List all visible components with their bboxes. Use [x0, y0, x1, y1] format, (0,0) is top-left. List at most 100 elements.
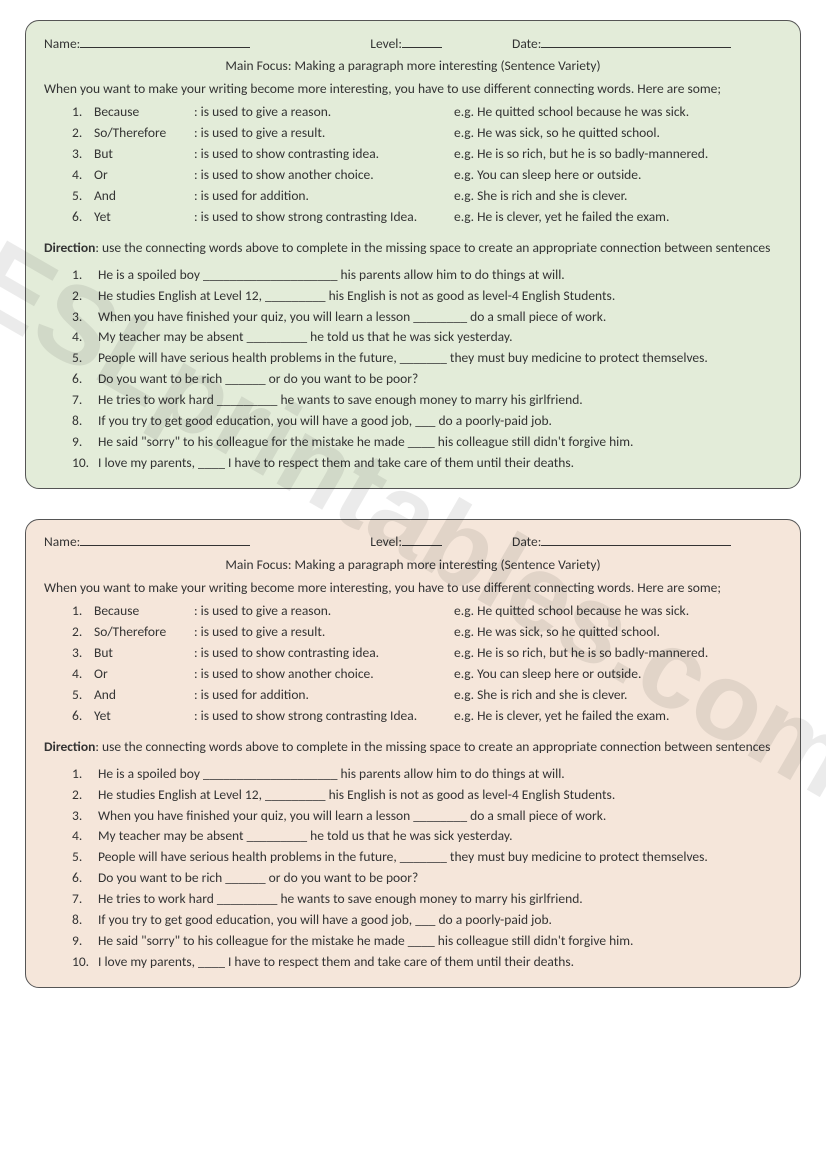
def-word: So/Therefore: [94, 123, 194, 144]
def-example: e.g. You can sleep here or outside.: [454, 165, 782, 186]
name-blank[interactable]: [80, 532, 250, 547]
def-desc: : is used for addition.: [194, 186, 454, 207]
exercise-row: 8.If you try to get good education, you …: [72, 411, 782, 432]
definition-row: 6.Yet: is used to show strong contrastin…: [72, 207, 782, 228]
exercise-row: 1.He is a spoiled boy __________________…: [72, 764, 782, 785]
date-label: Date:: [512, 532, 541, 553]
definition-row: 3.But: is used to show contrasting idea.…: [72, 144, 782, 165]
def-num: 2.: [72, 123, 94, 144]
date-field: Date:: [512, 532, 731, 553]
ex-num: 3.: [72, 806, 98, 827]
level-blank[interactable]: [402, 532, 442, 547]
direction-body: : use the connecting words above to comp…: [95, 738, 770, 755]
exercise-row: 10.I love my parents, ____ I have to res…: [72, 952, 782, 973]
ex-text: People will have serious health problems…: [98, 348, 782, 369]
def-num: 3.: [72, 144, 94, 165]
def-num: 3.: [72, 643, 94, 664]
ex-text: He studies English at Level 12, ________…: [98, 785, 782, 806]
ex-num: 9.: [72, 432, 98, 453]
ex-num: 2.: [72, 286, 98, 307]
ex-num: 5.: [72, 348, 98, 369]
exercise-row: 4.My teacher may be absent _________ he …: [72, 826, 782, 847]
ex-num: 3.: [72, 307, 98, 328]
exercise-row: 6.Do you want to be rich ______ or do yo…: [72, 868, 782, 889]
def-example: e.g. He is clever, yet he failed the exa…: [454, 706, 782, 727]
name-blank[interactable]: [80, 33, 250, 48]
exercise-row: 9.He said "sorry" to his colleague for t…: [72, 432, 782, 453]
level-blank[interactable]: [402, 33, 442, 48]
definition-row: 4.Or: is used to show another choice.e.g…: [72, 165, 782, 186]
ex-text: People will have serious health problems…: [98, 847, 782, 868]
name-field: Name:: [44, 532, 250, 553]
ex-text: He is a spoiled boy ____________________…: [98, 764, 782, 785]
definition-row: 4.Or: is used to show another choice.e.g…: [72, 664, 782, 685]
def-word: But: [94, 643, 194, 664]
level-field: Level:: [370, 33, 442, 54]
ex-num: 4.: [72, 826, 98, 847]
def-desc: : is used to give a result.: [194, 622, 454, 643]
intro-text: When you want to make your writing becom…: [44, 578, 782, 599]
ex-num: 6.: [72, 369, 98, 390]
def-example: e.g. She is rich and she is clever.: [454, 186, 782, 207]
ex-text: He tries to work hard _________ he wants…: [98, 390, 782, 411]
worksheet-card: Name: Level: Date: Main Focus: Making a …: [25, 20, 801, 489]
ex-text: If you try to get good education, you wi…: [98, 411, 782, 432]
def-word: Because: [94, 601, 194, 622]
ex-num: 2.: [72, 785, 98, 806]
definition-row: 1.Because: is used to give a reason.e.g.…: [72, 102, 782, 123]
def-example: e.g. He is so rich, but he is so badly-m…: [454, 643, 782, 664]
exercise-row: 10.I love my parents, ____ I have to res…: [72, 453, 782, 474]
def-num: 4.: [72, 664, 94, 685]
direction-text: Direction: use the connecting words abov…: [44, 238, 782, 259]
ex-num: 7.: [72, 889, 98, 910]
ex-text: Do you want to be rich ______ or do you …: [98, 369, 782, 390]
main-focus: Main Focus: Making a paragraph more inte…: [44, 555, 782, 576]
def-example: e.g. He is so rich, but he is so badly-m…: [454, 144, 782, 165]
name-label: Name:: [44, 34, 80, 55]
ex-num: 1.: [72, 265, 98, 286]
def-example: e.g. He is clever, yet he failed the exa…: [454, 207, 782, 228]
def-num: 1.: [72, 102, 94, 123]
direction-text: Direction: use the connecting words abov…: [44, 737, 782, 758]
def-num: 2.: [72, 622, 94, 643]
ex-num: 10.: [72, 453, 98, 474]
ex-text: He said "sorry" to his colleague for the…: [98, 432, 782, 453]
definition-row: 5.And: is used for addition.e.g. She is …: [72, 186, 782, 207]
exercise-row: 3.When you have finished your quiz, you …: [72, 806, 782, 827]
def-desc: : is used to give a result.: [194, 123, 454, 144]
exercise-row: 9.He said "sorry" to his colleague for t…: [72, 931, 782, 952]
definition-row: 6.Yet: is used to show strong contrastin…: [72, 706, 782, 727]
ex-text: He said "sorry" to his colleague for the…: [98, 931, 782, 952]
ex-num: 5.: [72, 847, 98, 868]
def-desc: : is used to show another choice.: [194, 664, 454, 685]
date-label: Date:: [512, 34, 541, 55]
def-word: And: [94, 186, 194, 207]
ex-text: If you try to get good education, you wi…: [98, 910, 782, 931]
def-example: e.g. You can sleep here or outside.: [454, 664, 782, 685]
definition-row: 1.Because: is used to give a reason.e.g.…: [72, 601, 782, 622]
ex-text: He is a spoiled boy ____________________…: [98, 265, 782, 286]
ex-num: 1.: [72, 764, 98, 785]
level-label: Level:: [370, 34, 402, 55]
def-num: 5.: [72, 186, 94, 207]
definition-row: 2.So/Therefore: is used to give a result…: [72, 622, 782, 643]
def-word: And: [94, 685, 194, 706]
exercise-row: 2.He studies English at Level 12, ______…: [72, 785, 782, 806]
level-field: Level:: [370, 532, 442, 553]
date-blank[interactable]: [541, 33, 731, 48]
header-row: Name: Level: Date:: [44, 33, 782, 54]
ex-num: 6.: [72, 868, 98, 889]
exercise-row: 3.When you have finished your quiz, you …: [72, 307, 782, 328]
definition-row: 5.And: is used for addition.e.g. She is …: [72, 685, 782, 706]
worksheet-card: Name: Level: Date: Main Focus: Making a …: [25, 519, 801, 988]
exercises-list: 1.He is a spoiled boy __________________…: [44, 265, 782, 474]
def-num: 6.: [72, 706, 94, 727]
header-row: Name: Level: Date:: [44, 532, 782, 553]
def-word: Or: [94, 165, 194, 186]
def-num: 4.: [72, 165, 94, 186]
def-word: But: [94, 144, 194, 165]
def-word: So/Therefore: [94, 622, 194, 643]
date-blank[interactable]: [541, 532, 731, 547]
name-field: Name:: [44, 33, 250, 54]
exercise-row: 6.Do you want to be rich ______ or do yo…: [72, 369, 782, 390]
